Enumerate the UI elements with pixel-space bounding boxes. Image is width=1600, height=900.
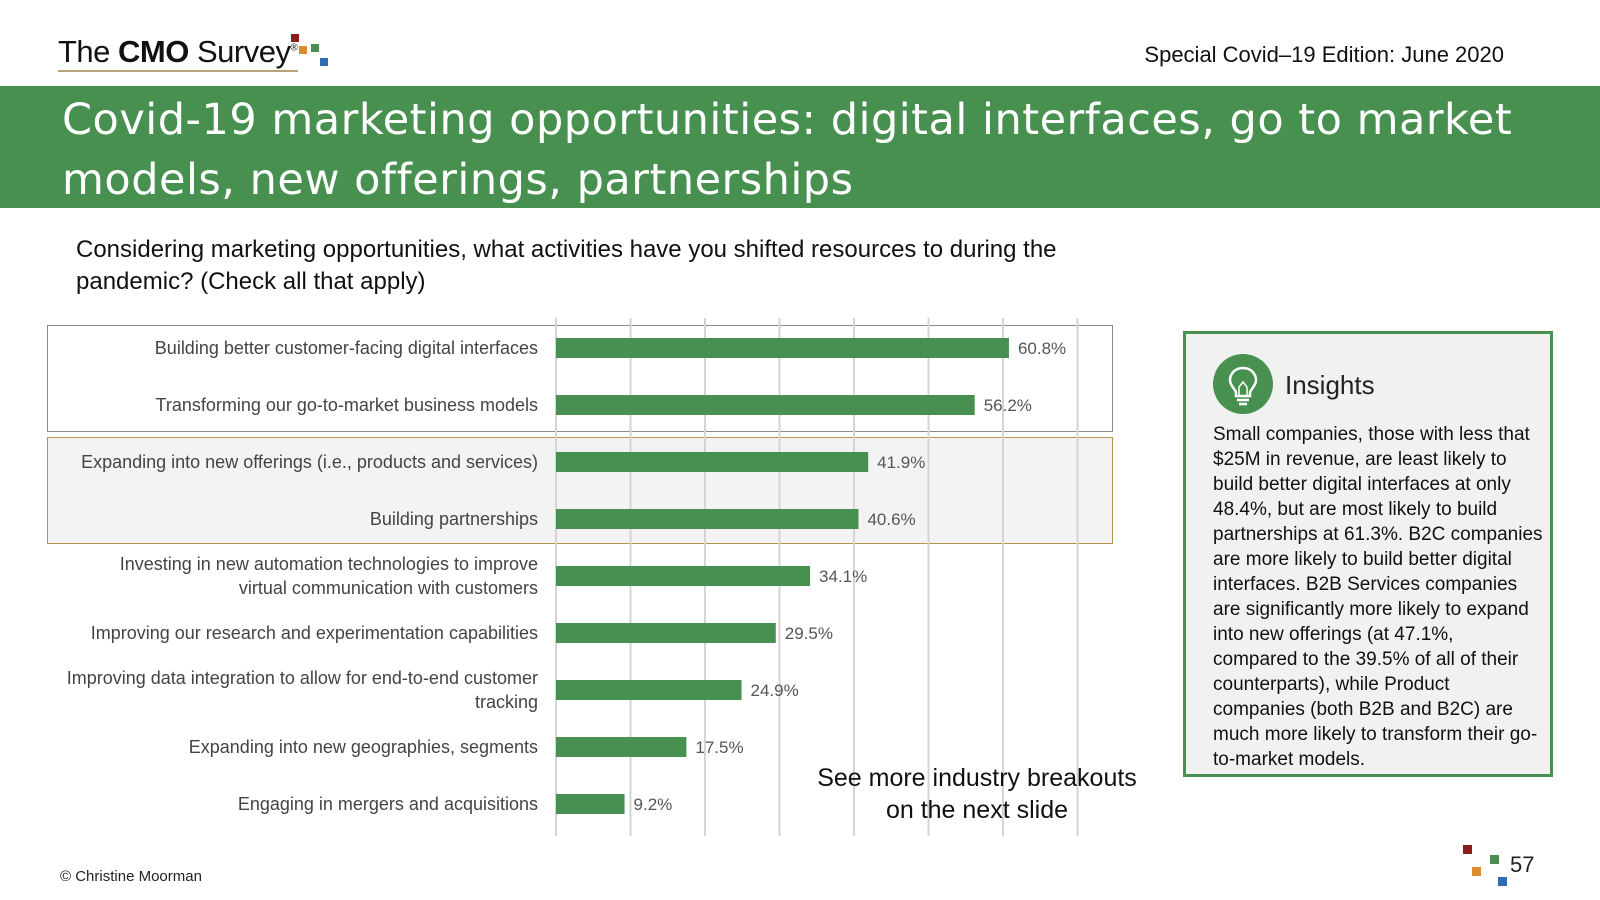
data-label-0: 60.8% [1018,339,1066,358]
data-label-1: 56.2% [984,396,1032,415]
footer-square-green [1490,855,1499,864]
insights-panel: Insights Small companies, those with les… [1183,331,1553,777]
category-label-7: Expanding into new geographies, segments [189,737,538,757]
bar-4 [556,566,811,586]
lightbulb-icon [1213,354,1273,414]
bar-6 [556,680,742,700]
page-title: Covid-19 marketing opportunities: digita… [62,95,1513,205]
bar-8 [556,794,625,814]
next-slide-note: See more industry breakouts on the next … [817,764,1137,824]
logo-square-red [291,34,299,42]
survey-question: Considering marketing opportunities, wha… [76,236,1057,295]
bar-5 [556,623,776,643]
copyright: © Christine Moorman [60,868,202,885]
bar-2 [556,452,869,472]
logo-square-green [311,44,319,52]
category-label-8: Engaging in mergers and acquisitions [238,794,538,814]
logo-square-orange [299,46,307,54]
edition-label: Special Covid–19 Edition: June 2020 [1144,42,1504,67]
category-label-0: Building better customer-facing digital … [155,338,538,358]
category-label-1: Transforming our go-to-market business m… [156,395,538,415]
category-label-2: Expanding into new offerings (i.e., prod… [81,452,538,472]
footer-square-red [1463,845,1472,854]
category-label-5: Improving our research and experimentati… [91,623,538,643]
insights-title: Insights [1285,370,1375,400]
data-label-4: 34.1% [819,567,867,586]
category-label-4: Investing in new automation technologies… [120,554,538,598]
bar-7 [556,737,687,757]
data-label-2: 41.9% [877,453,925,472]
data-label-6: 24.9% [751,681,799,700]
bar-1 [556,395,975,415]
data-label-7: 17.5% [695,738,743,757]
data-label-8: 9.2% [634,795,673,814]
insights-body: Small companies, those with less that $2… [1213,424,1543,770]
bar-chart: 60.8% Building better customer-facing dig… [67,318,1079,836]
category-label-3: Building partnerships [370,509,538,529]
footer-square-orange [1472,867,1481,876]
bar-3 [556,509,859,529]
logo-square-blue [320,58,328,66]
bar-0 [556,338,1009,358]
data-label-5: 29.5% [785,624,833,643]
data-label-3: 40.6% [867,510,915,529]
page-number: 57 [1510,852,1535,877]
title-banner [0,86,1600,208]
logo-text: The CMO Survey® [58,34,298,69]
category-label-6: Improving data integration to allow for … [67,668,538,712]
footer-square-blue [1498,877,1507,886]
logo-underline [58,70,298,72]
